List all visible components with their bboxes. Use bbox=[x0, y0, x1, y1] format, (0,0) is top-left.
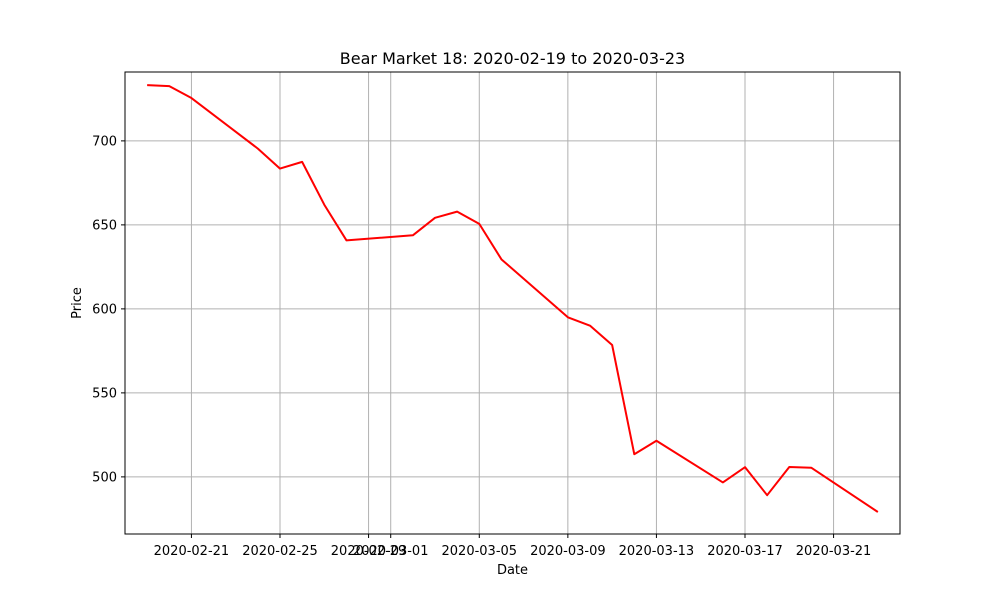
x-tick-label: 2020-03-13 bbox=[619, 544, 695, 559]
x-axis-label: Date bbox=[497, 563, 528, 578]
x-tick-label: 2020-03-09 bbox=[530, 544, 606, 559]
y-tick-label: 550 bbox=[92, 386, 117, 401]
y-tick-label: 700 bbox=[92, 134, 117, 149]
y-tick-label: 650 bbox=[92, 218, 117, 233]
y-tick-label: 500 bbox=[92, 470, 117, 485]
x-tick-label: 2020-03-05 bbox=[442, 544, 518, 559]
y-axis-label: Price bbox=[70, 287, 85, 319]
x-tick-label: 2020-02-21 bbox=[154, 544, 230, 559]
y-tick-label: 600 bbox=[92, 302, 117, 317]
x-tick-label: 2020-03-17 bbox=[707, 544, 783, 559]
x-tick-label: 2020-03-21 bbox=[796, 544, 872, 559]
x-tick-label: 2020-03-01 bbox=[353, 544, 429, 559]
chart-title: Bear Market 18: 2020-02-19 to 2020-03-23 bbox=[340, 49, 685, 68]
x-tick-label: 2020-02-25 bbox=[242, 544, 318, 559]
